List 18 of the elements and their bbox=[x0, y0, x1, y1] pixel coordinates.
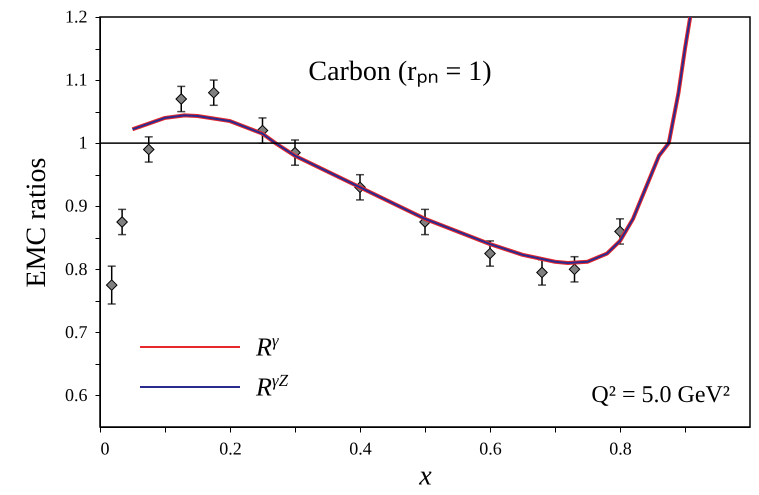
y-tick-label: 0.9 bbox=[65, 196, 88, 216]
x-tick-label: 0 bbox=[100, 438, 110, 458]
annotation: Carbon (rₚₙ = 1) bbox=[308, 56, 492, 87]
annotation: Q² = 5.0 GeV² bbox=[591, 382, 730, 408]
y-tick-label: 1.2 bbox=[65, 6, 88, 26]
y-tick-label: 0.8 bbox=[65, 258, 88, 279]
legend-label: R$^{γ}$ bbox=[256, 331, 279, 363]
y-axis-title: EMC ratios bbox=[21, 158, 52, 288]
x-axis-title: x bbox=[418, 460, 432, 492]
y-tick-label: 1 bbox=[78, 132, 88, 153]
x-tick-label: 0.4 bbox=[349, 438, 372, 458]
x-tick-label: 0.6 bbox=[479, 438, 502, 458]
y-tick-label: 0.7 bbox=[65, 322, 88, 342]
y-tick-label: 0.6 bbox=[65, 384, 88, 405]
x-tick-label: 0.2 bbox=[219, 438, 242, 458]
x-tick-label: 0.8 bbox=[609, 438, 632, 458]
legend-label: R$^{γZ}$ bbox=[256, 371, 288, 403]
y-tick-label: 1.1 bbox=[65, 70, 88, 90]
